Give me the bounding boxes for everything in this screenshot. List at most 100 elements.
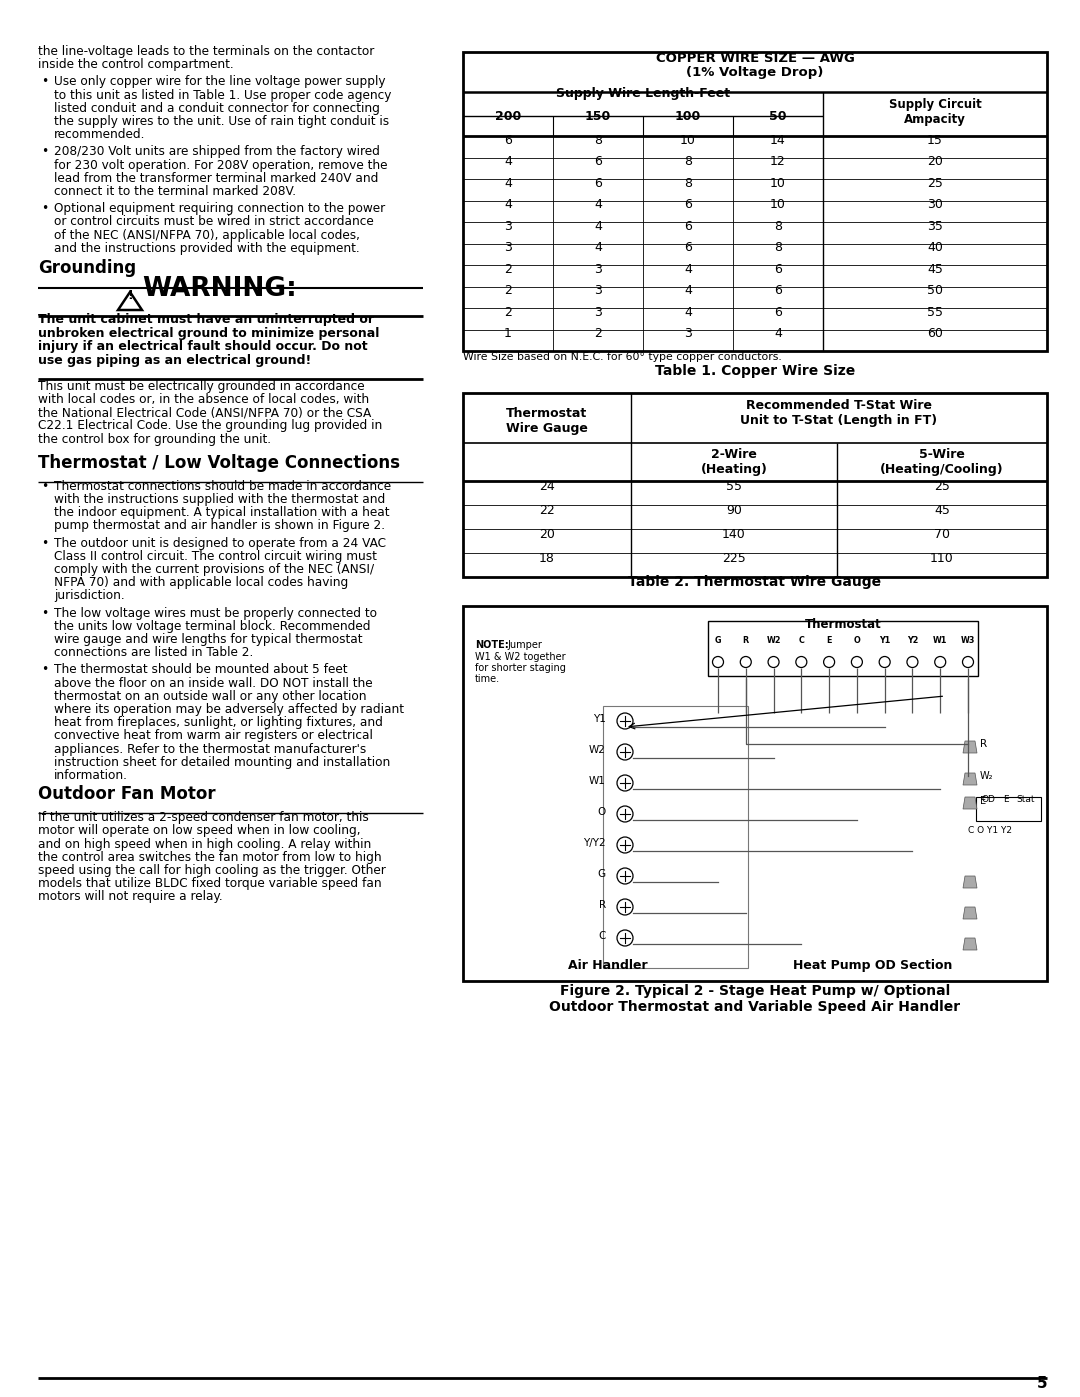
Text: 2-Wire
(Heating): 2-Wire (Heating) (701, 448, 768, 476)
Text: above the floor on an inside wall. DO NOT install the: above the floor on an inside wall. DO NO… (54, 676, 373, 690)
Text: E: E (1003, 795, 1009, 805)
Text: Outdoor Thermostat and Variable Speed Air Handler: Outdoor Thermostat and Variable Speed Ai… (550, 1000, 960, 1014)
Text: The outdoor unit is designed to operate from a 24 VAC: The outdoor unit is designed to operate … (54, 536, 386, 549)
Text: 55: 55 (927, 306, 943, 319)
Text: the control box for grounding the unit.: the control box for grounding the unit. (38, 433, 271, 446)
Text: convective heat from warm air registers or electrical: convective heat from warm air registers … (54, 729, 373, 742)
Text: wire gauge and wire lengths for typical thermostat: wire gauge and wire lengths for typical … (54, 633, 363, 645)
Text: unbroken electrical ground to minimize personal: unbroken electrical ground to minimize p… (38, 327, 379, 339)
Text: Wire Size based on N.E.C. for 60° type copper conductors.: Wire Size based on N.E.C. for 60° type c… (463, 352, 782, 362)
Text: 5-Wire
(Heating/Cooling): 5-Wire (Heating/Cooling) (880, 448, 1003, 476)
Text: Table 2. Thermostat Wire Gauge: Table 2. Thermostat Wire Gauge (629, 576, 881, 590)
Text: 45: 45 (934, 504, 950, 517)
Text: and the instructions provided with the equipment.: and the instructions provided with the e… (54, 242, 360, 254)
Text: 2: 2 (594, 327, 602, 341)
Text: W1 & W2 together: W1 & W2 together (475, 652, 566, 662)
Text: Thermostat connections should be made in accordance: Thermostat connections should be made in… (54, 479, 391, 493)
Text: W₂: W₂ (980, 771, 994, 781)
Text: 22: 22 (539, 504, 555, 517)
Text: Optional equipment requiring connection to the power: Optional equipment requiring connection … (54, 203, 386, 215)
Text: •: • (41, 75, 49, 88)
Text: E: E (826, 636, 832, 645)
Text: speed using the call for high cooling as the trigger. Other: speed using the call for high cooling as… (38, 863, 386, 877)
Text: Air Handler: Air Handler (568, 958, 648, 972)
Text: with local codes or, in the absence of local codes, with: with local codes or, in the absence of l… (38, 393, 369, 407)
Text: R: R (743, 636, 748, 645)
Text: Outdoor Fan Motor: Outdoor Fan Motor (38, 785, 216, 803)
Text: 90: 90 (726, 504, 742, 517)
Text: Y1: Y1 (879, 636, 890, 645)
Text: •: • (41, 536, 49, 549)
Text: 6: 6 (684, 219, 692, 233)
Text: 20: 20 (539, 528, 555, 541)
Text: 8: 8 (594, 134, 602, 147)
Text: 100: 100 (675, 110, 701, 123)
Text: 150: 150 (585, 110, 611, 123)
Text: 6: 6 (684, 242, 692, 254)
Text: the line-voltage leads to the terminals on the contactor: the line-voltage leads to the terminals … (38, 45, 375, 59)
Text: W2: W2 (589, 745, 606, 754)
Text: 4: 4 (594, 198, 602, 211)
Text: 3: 3 (504, 242, 512, 254)
Text: 140: 140 (723, 528, 746, 541)
Text: 2: 2 (504, 306, 512, 319)
Text: 45: 45 (927, 263, 943, 275)
Text: 25: 25 (934, 481, 950, 493)
Text: the supply wires to the unit. Use of rain tight conduit is: the supply wires to the unit. Use of rai… (54, 115, 389, 129)
Text: NFPA 70) and with applicable local codes having: NFPA 70) and with applicable local codes… (54, 576, 348, 590)
Text: to this unit as listed in Table 1. Use proper code agency: to this unit as listed in Table 1. Use p… (54, 88, 391, 102)
Text: 4: 4 (684, 306, 692, 319)
Text: G: G (598, 869, 606, 879)
Text: 208/230 Volt units are shipped from the factory wired: 208/230 Volt units are shipped from the … (54, 145, 380, 158)
Text: 3: 3 (594, 306, 602, 319)
Text: where its operation may be adversely affected by radiant: where its operation may be adversely aff… (54, 703, 404, 717)
Text: models that utilize BLDC fixed torque variable speed fan: models that utilize BLDC fixed torque va… (38, 877, 381, 890)
Text: 3: 3 (504, 219, 512, 233)
Text: connect it to the terminal marked 208V.: connect it to the terminal marked 208V. (54, 184, 296, 198)
Text: use gas piping as an electrical ground!: use gas piping as an electrical ground! (38, 353, 311, 367)
Text: injury if an electrical fault should occur. Do not: injury if an electrical fault should occ… (38, 341, 367, 353)
Text: 18: 18 (539, 552, 555, 564)
Text: Supply Wire Length-Feet: Supply Wire Length-Feet (556, 87, 730, 101)
Text: Y2: Y2 (907, 636, 918, 645)
Text: comply with the current provisions of the NEC (ANSI/: comply with the current provisions of th… (54, 563, 374, 576)
Bar (708, 622, 978, 676)
Text: •: • (41, 606, 49, 620)
Text: W2: W2 (767, 636, 781, 645)
Polygon shape (963, 907, 977, 919)
Text: pump thermostat and air handler is shown in Figure 2.: pump thermostat and air handler is shown… (54, 520, 384, 532)
Text: with the instructions supplied with the thermostat and: with the instructions supplied with the … (54, 493, 386, 506)
Text: •: • (41, 203, 49, 215)
Text: 1: 1 (504, 327, 512, 341)
Text: 4: 4 (594, 219, 602, 233)
Text: lead from the transformer terminal marked 240V and: lead from the transformer terminal marke… (54, 172, 378, 184)
Text: 50: 50 (927, 284, 943, 298)
Text: Grounding: Grounding (38, 258, 136, 277)
Text: C: C (598, 930, 606, 942)
Text: or control circuits must be wired in strict accordance: or control circuits must be wired in str… (54, 215, 374, 228)
Text: O: O (853, 636, 861, 645)
Text: 15: 15 (927, 134, 943, 147)
Text: If the unit utilizes a 2-speed condenser fan motor, this: If the unit utilizes a 2-speed condenser… (38, 812, 368, 824)
Text: motor will operate on low speed when in low cooling,: motor will operate on low speed when in … (38, 824, 361, 837)
Text: WARNING:: WARNING: (143, 277, 297, 302)
Text: 8: 8 (774, 242, 782, 254)
Text: 60: 60 (927, 327, 943, 341)
Text: W1: W1 (933, 636, 947, 645)
Text: 3: 3 (684, 327, 692, 341)
Bar (463, 606, 1047, 981)
Text: motors will not require a relay.: motors will not require a relay. (38, 890, 222, 904)
Text: Heat Pump OD Section: Heat Pump OD Section (794, 958, 953, 972)
Text: 200: 200 (495, 110, 522, 123)
Text: Y/Y2: Y/Y2 (583, 838, 606, 848)
Text: This unit must be electrically grounded in accordance: This unit must be electrically grounded … (38, 380, 365, 393)
Text: Figure 2. Typical 2 - Stage Heat Pump w/ Optional: Figure 2. Typical 2 - Stage Heat Pump w/… (559, 983, 950, 997)
Polygon shape (963, 798, 977, 809)
Bar (463, 52, 1047, 351)
Text: 6: 6 (594, 155, 602, 168)
Text: for 230 volt operation. For 208V operation, remove the: for 230 volt operation. For 208V operati… (54, 159, 388, 172)
Text: listed conduit and a conduit connector for connecting: listed conduit and a conduit connector f… (54, 102, 380, 115)
Text: the units low voltage terminal block. Recommended: the units low voltage terminal block. Re… (54, 620, 370, 633)
Text: Use only copper wire for the line voltage power supply: Use only copper wire for the line voltag… (54, 75, 386, 88)
Text: connections are listed in Table 2.: connections are listed in Table 2. (54, 647, 253, 659)
